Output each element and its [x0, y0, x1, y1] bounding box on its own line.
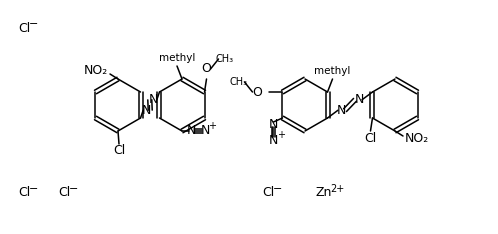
Text: Zn: Zn — [315, 186, 331, 200]
Text: O: O — [202, 62, 212, 76]
Text: −: − — [29, 19, 39, 29]
Text: +: + — [208, 121, 216, 131]
Text: N: N — [141, 104, 151, 117]
Text: N: N — [149, 93, 158, 106]
Text: N: N — [269, 134, 278, 146]
Text: 2+: 2+ — [330, 184, 344, 194]
Text: Cl: Cl — [113, 145, 125, 157]
Text: methyl: methyl — [159, 53, 195, 63]
Text: N: N — [186, 124, 196, 138]
Text: −: − — [69, 184, 79, 194]
Text: NO₂: NO₂ — [84, 65, 108, 77]
Text: CH₃: CH₃ — [230, 77, 248, 87]
Text: Cl: Cl — [262, 186, 274, 200]
Text: Cl: Cl — [365, 132, 376, 146]
Text: Cl: Cl — [58, 186, 70, 200]
Text: Cl: Cl — [18, 22, 30, 34]
Text: CH₃: CH₃ — [216, 54, 234, 64]
Text: −: − — [29, 184, 39, 194]
Text: N: N — [200, 124, 210, 138]
Text: +: + — [277, 130, 285, 140]
Text: N: N — [269, 117, 278, 131]
Text: N: N — [354, 93, 364, 106]
Text: Cl: Cl — [18, 186, 30, 200]
Text: N: N — [336, 104, 346, 117]
Text: NO₂: NO₂ — [405, 132, 429, 146]
Text: O: O — [252, 85, 262, 99]
Text: methyl: methyl — [314, 66, 351, 76]
Text: −: − — [273, 184, 283, 194]
